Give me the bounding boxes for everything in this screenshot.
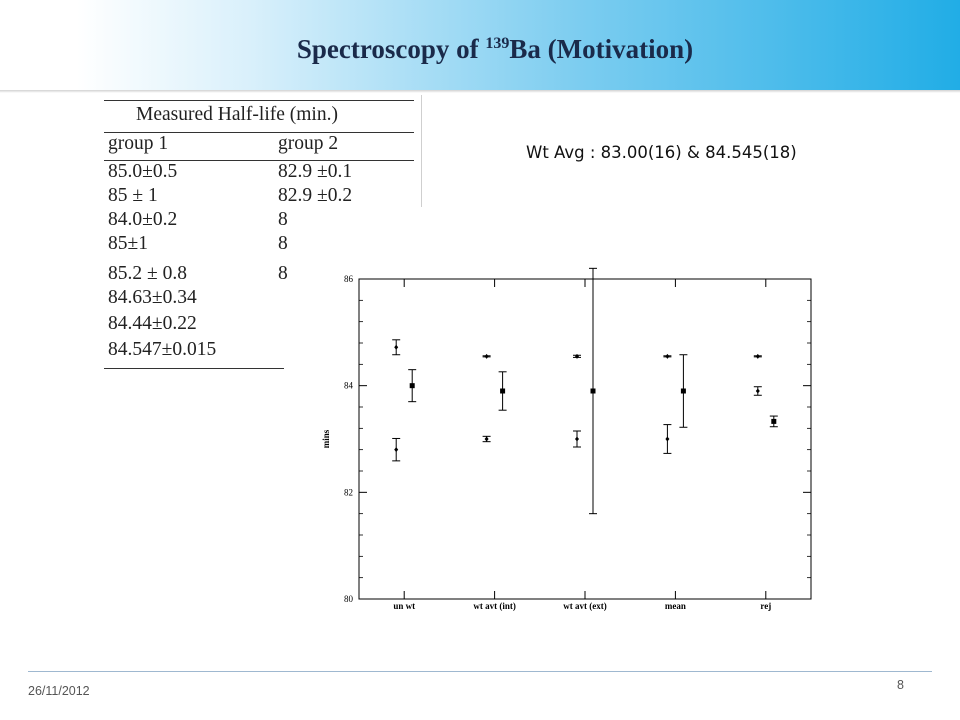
x-tick-label: un wt — [393, 601, 415, 611]
table-edge — [421, 95, 422, 207]
data-point-diamond — [394, 447, 399, 453]
data-point-diamond — [484, 353, 489, 359]
halflife-table: Measured Half-life (min.) group 1 group … — [104, 99, 422, 211]
data-point-diamond — [665, 436, 670, 442]
table-cell-r1-c0: 85 ± 1 — [108, 185, 158, 206]
title-bar — [0, 0, 960, 93]
data-point-square — [500, 388, 506, 394]
table-cell-r0-c0: 85.0±0.5 — [108, 161, 178, 182]
x-tick-label: mean — [665, 601, 686, 611]
table-cell-r7-c0: 84.547±0.015 — [108, 339, 217, 360]
footer-divider — [28, 671, 932, 672]
data-point-diamond — [665, 353, 670, 359]
plot-frame — [358, 278, 812, 600]
slide-title: Spectroscopy of 139Ba (Motivation) — [0, 34, 960, 65]
table-cell-r3-c1: 8 — [278, 233, 288, 254]
data-point-diamond — [575, 436, 579, 442]
data-point-square — [680, 388, 686, 394]
y-tick-label: 80 — [344, 594, 354, 604]
data-point-square — [771, 418, 777, 424]
table-cell-r5-c0: 84.63±0.34 — [108, 287, 197, 308]
table-cell-r0-c1: 82.9 ±0.1 — [278, 161, 353, 182]
table-top-rule — [104, 100, 414, 101]
table-header-rule — [104, 160, 414, 161]
table-cell-r2-c1: 8 — [278, 209, 288, 230]
data-point-square — [590, 388, 596, 394]
x-tick-label: wt avt (int) — [473, 601, 515, 611]
data-point-square — [409, 383, 415, 389]
halflife-table-lower: 84.0±0.2 8 85±1 8 85.2 ± 0.8 8 84.63±0.3… — [104, 209, 288, 371]
table-caption: Measured Half-life (min.) — [136, 104, 338, 125]
y-axis-label: mins — [321, 429, 331, 448]
table-header-group1: group 1 — [108, 133, 169, 154]
data-point-diamond — [484, 436, 489, 442]
table-cell-r1-c1: 82.9 ±0.2 — [278, 185, 353, 206]
weighted-average-text: Wt Avg : 83.00(16) & 84.545(18) — [526, 143, 797, 162]
title-superscript: 139 — [485, 35, 510, 52]
table-cell-r4-c0: 85.2 ± 0.8 — [108, 263, 187, 284]
data-point-diamond — [394, 344, 399, 350]
y-tick-label: 86 — [344, 274, 354, 284]
table-cell-r6-c0: 84.44±0.22 — [108, 313, 197, 334]
data-point-diamond — [755, 388, 760, 394]
table-caption-rule — [104, 132, 414, 133]
title-rest-text: Ba (Motivation) — [509, 34, 694, 64]
page-number: 8 — [897, 678, 904, 692]
x-tick-label: wt avt (ext) — [563, 601, 606, 611]
table-cell-r3-c0: 85±1 — [108, 233, 148, 254]
table-bottom-rule — [104, 368, 284, 369]
halflife-plot: 80 82 84 86 un wt wt avt (int) wt avt (ext) mea… — [321, 267, 812, 611]
x-tick-label: rej — [760, 601, 771, 611]
title-main-text: Spectroscopy of — [296, 34, 486, 64]
table-cell-r2-c0: 84.0±0.2 — [108, 209, 178, 230]
y-tick-label: 82 — [344, 487, 353, 497]
data-point-diamond — [575, 353, 579, 359]
table-cell-r4-c1: 8 — [278, 263, 288, 284]
data-point-diamond — [755, 353, 760, 359]
y-tick-label: 84 — [344, 381, 354, 391]
table-header-group2: group 2 — [278, 133, 339, 154]
footer-date: 26/11/2012 — [28, 684, 90, 698]
